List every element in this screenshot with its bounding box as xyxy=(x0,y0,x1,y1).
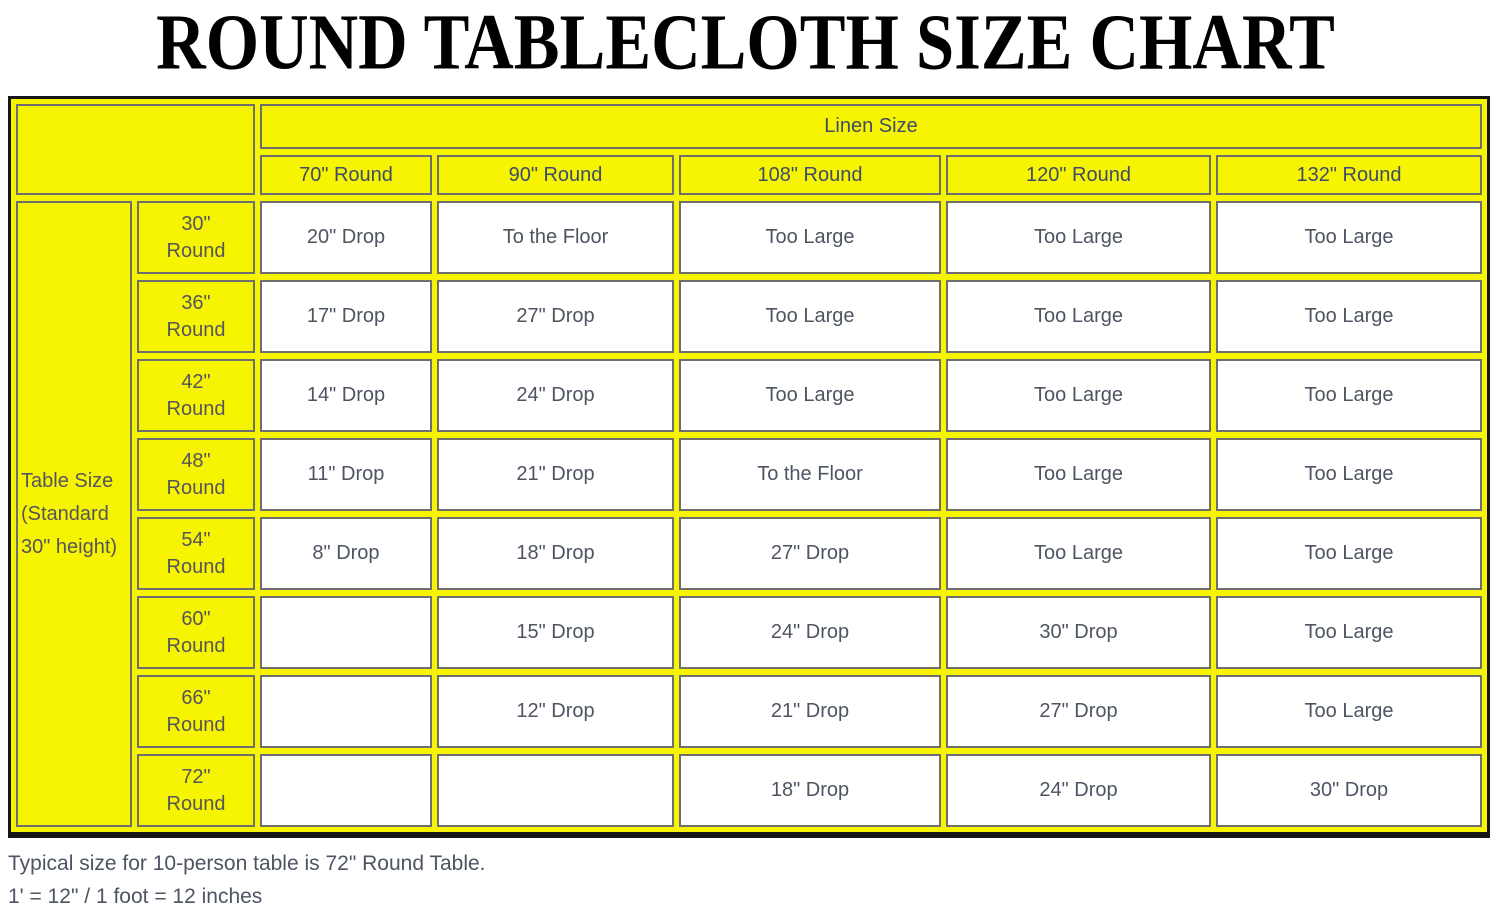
page-title: ROUND TABLECLOTH SIZE CHART xyxy=(156,0,1335,87)
row-header-size: 36" xyxy=(181,291,211,314)
row-header-unit: Round xyxy=(166,476,226,499)
table-cell: Too Large xyxy=(679,201,941,274)
table-cell: Too Large xyxy=(1216,359,1482,432)
column-header-120-round: 120" Round xyxy=(946,155,1211,195)
column-header-90-round: 90" Round xyxy=(437,155,674,195)
table-cell: 21" Drop xyxy=(679,675,941,748)
table-cell: 12" Drop xyxy=(437,675,674,748)
row-header-size: 48" xyxy=(181,449,211,472)
row-header-unit: Round xyxy=(166,713,226,736)
table-cell: 27" Drop xyxy=(437,280,674,353)
row-header-54-round: 54" Round xyxy=(137,517,255,590)
row-header-48-round: 48" Round xyxy=(137,438,255,511)
table-cell: 24" Drop xyxy=(946,754,1211,827)
table-cell: 21" Drop xyxy=(437,438,674,511)
table-cell xyxy=(260,754,432,827)
column-header-132-round: 132" Round xyxy=(1216,155,1482,195)
row-header-size: 54" xyxy=(181,528,211,551)
table-cell: Too Large xyxy=(946,280,1211,353)
row-header-60-round: 60" Round xyxy=(137,596,255,669)
table-cell: Too Large xyxy=(946,359,1211,432)
size-chart-table: Linen Size 70" Round 90" Round 108" Roun… xyxy=(8,96,1490,838)
table-cell: 17" Drop xyxy=(260,280,432,353)
footer-note-conversion: 1' = 12" / 1 foot = 12 inches xyxy=(8,885,263,908)
row-header-66-round: 66" Round xyxy=(137,675,255,748)
table-cell: Too Large xyxy=(1216,201,1482,274)
table-cell: To the Floor xyxy=(679,438,941,511)
table-cell: 27" Drop xyxy=(679,517,941,590)
row-header-size: 42" xyxy=(181,370,211,393)
row-header-unit: Round xyxy=(166,239,226,262)
table-cell: 20" Drop xyxy=(260,201,432,274)
table-cell xyxy=(437,754,674,827)
table-cell: 15" Drop xyxy=(437,596,674,669)
table-cell: 8" Drop xyxy=(260,517,432,590)
row-header-size: 72" xyxy=(181,765,211,788)
table-cell xyxy=(260,596,432,669)
table-size-group-label-text: Table Size (Standard 30" height) xyxy=(21,469,118,558)
table-cell: Too Large xyxy=(946,517,1211,590)
row-header-size: 30" xyxy=(181,212,211,235)
table-size-group-label: Table Size (Standard 30" height) xyxy=(16,201,132,827)
row-header-unit: Round xyxy=(166,397,226,420)
row-header-size: 60" xyxy=(181,607,211,630)
footer-note-typical-size: Typical size for 10-person table is 72" … xyxy=(8,852,486,875)
table-cell: 18" Drop xyxy=(679,754,941,827)
row-header-unit: Round xyxy=(166,318,226,341)
table-cell: 11" Drop xyxy=(260,438,432,511)
table-cell: 30" Drop xyxy=(946,596,1211,669)
table-cell: 18" Drop xyxy=(437,517,674,590)
row-header-72-round: 72" Round xyxy=(137,754,255,827)
table-cell: Too Large xyxy=(1216,596,1482,669)
row-header-unit: Round xyxy=(166,792,226,815)
table-cell: Too Large xyxy=(1216,675,1482,748)
column-header-108-round: 108" Round xyxy=(679,155,941,195)
footer-notes: Typical size for 10-person table is 72" … xyxy=(8,847,1491,913)
row-header-unit: Round xyxy=(166,634,226,657)
row-header-30-round: 30" Round xyxy=(137,201,255,274)
table-cell: 14" Drop xyxy=(260,359,432,432)
table-cell: 24" Drop xyxy=(679,596,941,669)
column-header-70-round: 70" Round xyxy=(260,155,432,195)
table-cell: Too Large xyxy=(1216,280,1482,353)
row-header-36-round: 36" Round xyxy=(137,280,255,353)
table-cell: Too Large xyxy=(946,201,1211,274)
table-cell: Too Large xyxy=(679,280,941,353)
table-cell: Too Large xyxy=(1216,438,1482,511)
row-header-size: 66" xyxy=(181,686,211,709)
row-header-42-round: 42" Round xyxy=(137,359,255,432)
linen-size-group-header: Linen Size xyxy=(260,104,1482,149)
row-header-unit: Round xyxy=(166,555,226,578)
table-cell: 30" Drop xyxy=(1216,754,1482,827)
table-cell: Too Large xyxy=(946,438,1211,511)
table-cell: 24" Drop xyxy=(437,359,674,432)
table-cell: Too Large xyxy=(1216,517,1482,590)
table-cell: Too Large xyxy=(679,359,941,432)
table-cell: 27" Drop xyxy=(946,675,1211,748)
corner-cell xyxy=(16,104,255,195)
table-cell xyxy=(260,675,432,748)
table-cell: To the Floor xyxy=(437,201,674,274)
